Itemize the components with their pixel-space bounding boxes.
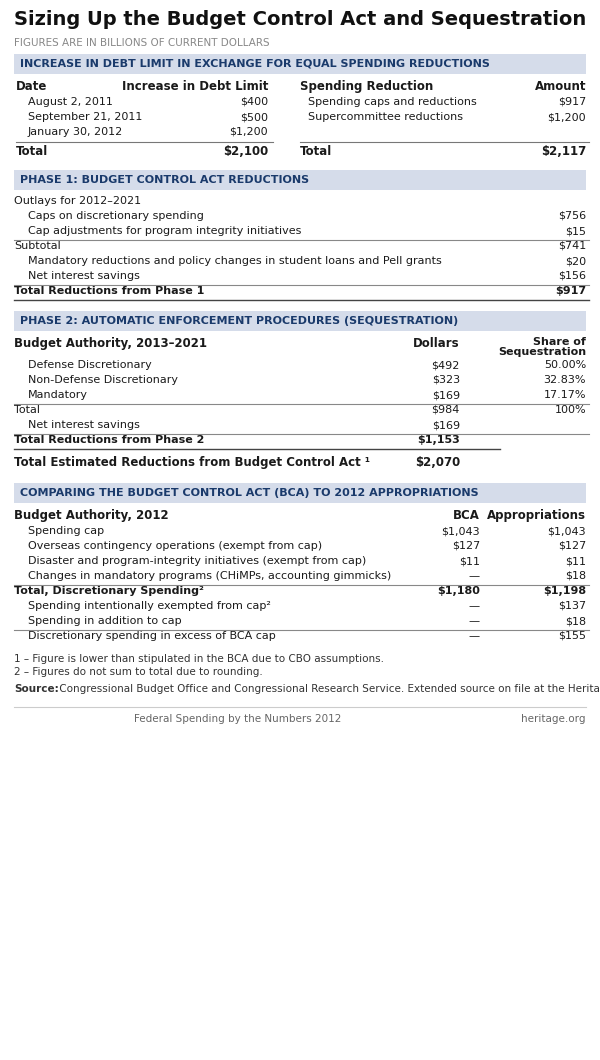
Text: $155: $155 [558,631,586,641]
Text: $1,200: $1,200 [229,127,268,137]
Text: Outlays for 2012–2021: Outlays for 2012–2021 [14,196,141,206]
Text: 32.83%: 32.83% [544,375,586,385]
Text: PHASE 1: BUDGET CONTROL ACT REDUCTIONS: PHASE 1: BUDGET CONTROL ACT REDUCTIONS [20,175,309,186]
Text: Caps on discretionary spending: Caps on discretionary spending [28,211,204,220]
Text: Overseas contingency operations (exempt from cap): Overseas contingency operations (exempt … [28,541,322,551]
Text: $2,117: $2,117 [541,145,586,158]
Text: heritage.org: heritage.org [521,714,586,724]
Text: Supercommittee reductions: Supercommittee reductions [308,112,463,122]
Text: Budget Authority, 2013–2021: Budget Authority, 2013–2021 [14,337,207,350]
Text: $741: $741 [558,241,586,251]
Text: $500: $500 [240,112,268,122]
Text: Congressional Budget Office and Congressional Research Service. Extended source : Congressional Budget Office and Congress… [56,684,600,694]
Text: BCA: BCA [453,509,480,522]
Text: Non-Defense Discretionary: Non-Defense Discretionary [28,375,178,385]
Text: 1 – Figure is lower than stipulated in the BCA due to CBO assumptions.: 1 – Figure is lower than stipulated in t… [14,654,384,664]
Text: $323: $323 [432,375,460,385]
Text: 2 – Figures do not sum to total due to rounding.: 2 – Figures do not sum to total due to r… [14,667,263,677]
Text: $127: $127 [558,541,586,551]
Text: 50.00%: 50.00% [544,360,586,370]
Text: $11: $11 [565,556,586,566]
Text: $2,100: $2,100 [223,145,268,158]
Text: $18: $18 [565,571,586,581]
Text: $492: $492 [431,360,460,370]
Text: Net interest savings: Net interest savings [28,420,140,430]
Text: Defense Discretionary: Defense Discretionary [28,360,152,370]
Bar [14,311,586,331]
Text: $18: $18 [565,616,586,626]
Text: —: — [469,571,480,581]
Text: Source:: Source: [14,684,59,694]
Text: $1,043: $1,043 [442,526,480,536]
Text: Changes in mandatory programs (CHiMPs, accounting gimmicks): Changes in mandatory programs (CHiMPs, a… [28,571,391,581]
Text: 17.17%: 17.17% [544,390,586,400]
Text: $2,070: $2,070 [415,456,460,469]
Text: Mandatory reductions and policy changes in student loans and Pell grants: Mandatory reductions and policy changes … [28,257,442,266]
Text: Spending cap: Spending cap [28,526,104,536]
Text: Sizing Up the Budget Control Act and Sequestration: Sizing Up the Budget Control Act and Seq… [14,10,586,29]
Text: Discretionary spending in excess of BCA cap: Discretionary spending in excess of BCA … [28,631,276,641]
Bar [14,54,586,74]
Text: Mandatory: Mandatory [28,390,88,400]
Text: Spending intentionally exempted from cap²: Spending intentionally exempted from cap… [28,601,271,611]
Text: —: — [469,616,480,626]
Text: $169: $169 [432,390,460,400]
Text: $137: $137 [558,601,586,611]
Text: Appropriations: Appropriations [487,509,586,522]
Text: $169: $169 [432,420,460,430]
Text: Spending caps and reductions: Spending caps and reductions [308,98,477,107]
Text: Dollars: Dollars [413,337,460,350]
Text: Disaster and program-integrity initiatives (exempt from cap): Disaster and program-integrity initiativ… [28,556,366,566]
Text: Cap adjustments for program integrity initiatives: Cap adjustments for program integrity in… [28,226,301,236]
Text: Total Reductions from Phase 1: Total Reductions from Phase 1 [14,286,205,296]
Text: Spending in addition to cap: Spending in addition to cap [28,616,182,626]
Text: $1,198: $1,198 [543,586,586,596]
Text: $15: $15 [565,226,586,236]
Text: $756: $756 [558,211,586,220]
Text: September 21, 2011: September 21, 2011 [28,112,142,122]
Text: $1,043: $1,043 [547,526,586,536]
Text: Net interest savings: Net interest savings [28,271,140,281]
Text: FIGURES ARE IN BILLIONS OF CURRENT DOLLARS: FIGURES ARE IN BILLIONS OF CURRENT DOLLA… [14,38,269,48]
Text: $11: $11 [459,556,480,566]
Text: COMPARING THE BUDGET CONTROL ACT (BCA) TO 2012 APPROPRIATIONS: COMPARING THE BUDGET CONTROL ACT (BCA) T… [20,488,479,498]
Text: $20: $20 [565,257,586,266]
Text: $400: $400 [240,98,268,107]
Text: Total, Discretionary Spending²: Total, Discretionary Spending² [14,586,204,596]
Text: Share of: Share of [533,337,586,347]
Text: January 30, 2012: January 30, 2012 [28,127,123,137]
Text: Increase in Debt Limit: Increase in Debt Limit [122,80,268,93]
Text: PHASE 2: AUTOMATIC ENFORCEMENT PROCEDURES (SEQUESTRATION): PHASE 2: AUTOMATIC ENFORCEMENT PROCEDURE… [20,316,458,326]
Text: $1,180: $1,180 [437,586,480,596]
Text: Total Reductions from Phase 2: Total Reductions from Phase 2 [14,435,205,445]
Text: Spending Reduction: Spending Reduction [300,80,433,93]
Text: Total: Total [300,145,332,158]
Text: Budget Authority, 2012: Budget Authority, 2012 [14,509,169,522]
Text: Total: Total [16,145,48,158]
Text: Federal Spending by the Numbers 2012: Federal Spending by the Numbers 2012 [134,714,341,724]
Text: Subtotal: Subtotal [14,241,61,251]
Text: $127: $127 [452,541,480,551]
Text: $1,153: $1,153 [417,435,460,445]
Bar [14,483,586,504]
Bar [14,170,586,190]
Text: —: — [469,601,480,611]
Text: August 2, 2011: August 2, 2011 [28,98,113,107]
Text: Total Estimated Reductions from Budget Control Act ¹: Total Estimated Reductions from Budget C… [14,456,370,469]
Text: INCREASE IN DEBT LIMIT IN EXCHANGE FOR EQUAL SPENDING REDUCTIONS: INCREASE IN DEBT LIMIT IN EXCHANGE FOR E… [20,59,490,69]
Text: $917: $917 [558,98,586,107]
Text: Date: Date [16,80,47,93]
Text: Total: Total [14,405,40,416]
Text: Sequestration: Sequestration [498,347,586,357]
Text: 100%: 100% [554,405,586,416]
Text: —: — [469,631,480,641]
Text: Amount: Amount [535,80,586,93]
Text: $917: $917 [555,286,586,296]
Text: $1,200: $1,200 [547,112,586,122]
Text: $984: $984 [431,405,460,416]
Text: $156: $156 [558,271,586,281]
